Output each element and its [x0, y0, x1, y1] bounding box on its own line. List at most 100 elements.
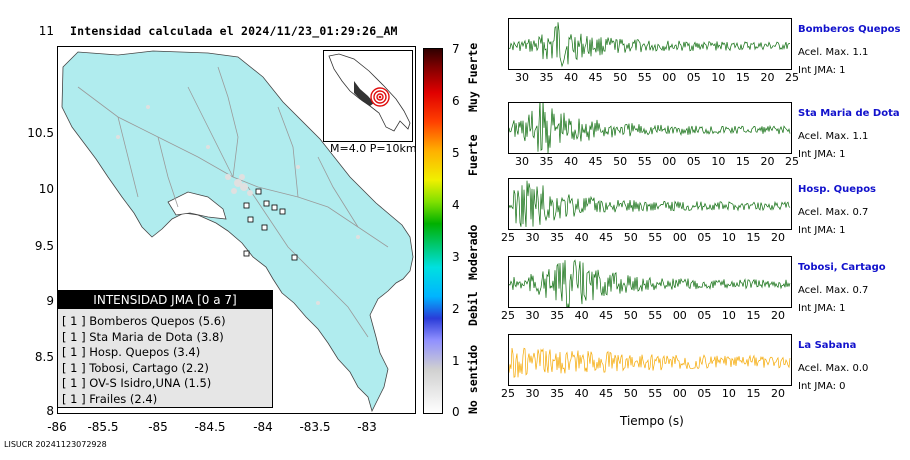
waveform-tick: 05 — [686, 71, 701, 84]
waveform-tick: 45 — [588, 155, 603, 168]
waveform-tick: 45 — [599, 309, 614, 322]
waveform-tick: 55 — [637, 155, 652, 168]
legend-title: INTENSIDAD JMA [0 a 7] — [58, 291, 272, 309]
colorbar-tick: 5 — [452, 146, 460, 160]
epicenter-target-icon — [370, 87, 390, 107]
magnitude-label: M=4.0 P=10km — [330, 142, 417, 155]
waveform-tick: 20 — [771, 309, 785, 322]
waveform-tick: 25 — [785, 71, 799, 84]
inset-map — [323, 50, 413, 142]
waveform-tick: 00 — [672, 309, 687, 322]
map-y-tick: 10 — [38, 182, 54, 196]
station-jma: Int JMA: 0 — [798, 381, 846, 392]
colorbar-tick: 0 — [452, 405, 460, 419]
station-name: Bomberos Quepos — [798, 24, 901, 35]
station-name: Sta Maria de Dota — [798, 108, 900, 119]
waveform-tick: 50 — [613, 71, 628, 84]
waveform-tick: 00 — [672, 231, 687, 244]
waveform-tick: 20 — [760, 155, 775, 168]
waveform-tick: 05 — [697, 231, 712, 244]
waveform-tick: 15 — [746, 309, 761, 322]
waveform-tick: 05 — [697, 387, 712, 400]
waveform-tick: 25 — [501, 231, 515, 244]
station-accel: Acel. Max. 0.7 — [798, 285, 869, 296]
legend-item: [ 1 ] Bomberos Quepos (5.6) — [62, 314, 226, 328]
footer-id: LISUCR 20241123072928 — [4, 440, 107, 449]
map-y-tick: 8 — [46, 404, 54, 418]
waveform-box[interactable] — [508, 102, 792, 154]
waveform-tick: 05 — [686, 155, 701, 168]
intensity-colorbar — [423, 48, 443, 414]
map-x-tick: -85.5 — [87, 420, 119, 434]
waveform-tick: 00 — [672, 387, 687, 400]
waveform-tick: 20 — [771, 231, 785, 244]
waveform-tick: 50 — [623, 309, 638, 322]
waveform-tick: 25 — [785, 155, 799, 168]
waveform-box[interactable] — [508, 178, 792, 230]
map-y-tick: 11 — [38, 24, 54, 38]
waveform-tick: 30 — [525, 309, 540, 322]
waveform-tick: 00 — [662, 155, 677, 168]
waveform-tick: 30 — [525, 231, 540, 244]
waveform-tick: 20 — [771, 387, 785, 400]
waveform-tick: 50 — [623, 231, 638, 244]
waveform-tick: 40 — [564, 155, 579, 168]
map-y-tick: 8.5 — [34, 350, 54, 364]
waveform-tick: 50 — [623, 387, 638, 400]
map-title: Intensidad calculada el 2024/11/23_01:29… — [70, 24, 398, 38]
waveform-tick: 25 — [501, 387, 515, 400]
map-x-tick: -84 — [253, 420, 273, 434]
station-jma: Int JMA: 1 — [798, 303, 846, 314]
waveform-box[interactable] — [508, 334, 792, 386]
colorbar-word: Moderado — [466, 224, 480, 280]
station-jma: Int JMA: 1 — [798, 65, 846, 76]
waveform-trace — [509, 347, 791, 378]
waveform-tick: 10 — [721, 231, 736, 244]
waveform-tick: 15 — [735, 71, 750, 84]
colorbar-word: Fuerte — [466, 134, 480, 176]
waveform-tick: 35 — [550, 231, 565, 244]
time-axis-label: Tiempo (s) — [620, 414, 684, 428]
waveform-tick: 35 — [539, 71, 554, 84]
waveform-tick: 30 — [515, 155, 529, 168]
waveform-tick: 45 — [599, 231, 614, 244]
map-x-tick: -83.5 — [299, 420, 331, 434]
waveform-tick: 55 — [648, 309, 663, 322]
waveform-box[interactable] — [508, 256, 792, 308]
nicoya-gulf — [167, 191, 227, 220]
waveform-tick: 15 — [746, 387, 761, 400]
map-y-tick: 10.5 — [27, 126, 54, 140]
colorbar-tick: 7 — [452, 42, 460, 56]
costa-rica-land — [61, 50, 414, 413]
waveform-trace — [509, 180, 791, 228]
waveform-tick: 55 — [648, 387, 663, 400]
map-x-tick: -86 — [47, 420, 67, 434]
map-y-tick: 9.5 — [34, 239, 54, 253]
station-accel: Acel. Max. 0.0 — [798, 363, 869, 374]
waveform-tick: 30 — [515, 71, 529, 84]
legend-item: [ 1 ] Tobosi, Cartago (2.2) — [62, 360, 209, 375]
colorbar-tick: 2 — [452, 302, 460, 316]
map-x-tick: -84.5 — [194, 420, 226, 434]
intensity-legend: INTENSIDAD JMA [0 a 7] [ 1 ] Bomberos Qu… — [57, 290, 273, 408]
colorbar-word: No sentido — [466, 344, 480, 414]
waveform-tick: 10 — [711, 71, 726, 84]
waveform-tick: 40 — [574, 309, 589, 322]
waveform-tick: 10 — [711, 155, 726, 168]
waveform-tick: 30 — [525, 387, 540, 400]
waveform-tick: 20 — [760, 71, 775, 84]
colorbar-tick: 1 — [452, 354, 460, 368]
waveform-tick: 15 — [735, 155, 750, 168]
station-name: Tobosi, Cartago — [798, 262, 886, 273]
waveform-tick: 00 — [662, 71, 677, 84]
station-accel: Acel. Max. 1.1 — [798, 47, 869, 58]
station-jma: Int JMA: 1 — [798, 225, 846, 236]
map-x-tick: -85 — [148, 420, 168, 434]
station-name: La Sabana — [798, 340, 857, 351]
waveform-tick: 45 — [599, 387, 614, 400]
legend-item: [ 1 ] Sta Maria de Dota (3.8) — [62, 329, 224, 344]
station-accel: Acel. Max. 0.7 — [798, 207, 869, 218]
station-jma: Int JMA: 1 — [798, 149, 846, 160]
waveform-box[interactable] — [508, 18, 792, 70]
colorbar-tick: 6 — [452, 94, 460, 108]
